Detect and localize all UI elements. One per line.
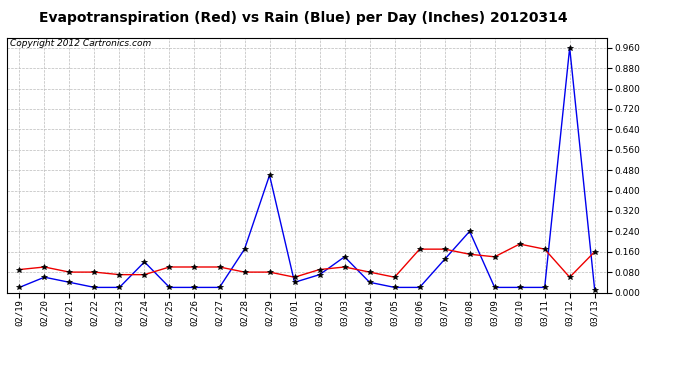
Text: Copyright 2012 Cartronics.com: Copyright 2012 Cartronics.com <box>10 39 151 48</box>
Text: Evapotranspiration (Red) vs Rain (Blue) per Day (Inches) 20120314: Evapotranspiration (Red) vs Rain (Blue) … <box>39 11 568 25</box>
